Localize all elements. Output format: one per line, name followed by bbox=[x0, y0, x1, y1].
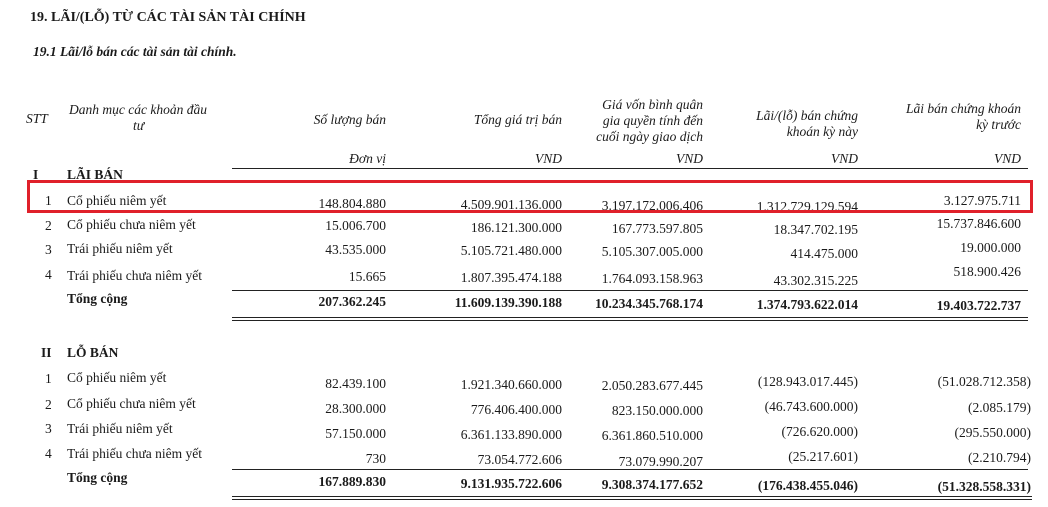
row-stt: 4 bbox=[45, 446, 52, 461]
total-profit-prior: (51.328.558.331) bbox=[937, 479, 1031, 494]
section-title: 19. LÃI/(LỖ) TỪ CÁC TÀI SẢN TÀI CHÍNH bbox=[30, 10, 306, 25]
row-stt: 3 bbox=[45, 242, 52, 257]
total-rule-bottom-2 bbox=[232, 499, 1032, 500]
row-profit-current: (726.620.000) bbox=[781, 424, 859, 439]
total-cost: 9.308.374.177.652 bbox=[601, 477, 703, 492]
row-profit-prior: 3.127.975.711 bbox=[943, 193, 1021, 208]
row-quantity: 28.300.000 bbox=[325, 401, 386, 416]
row-quantity: 43.535.000 bbox=[325, 242, 386, 257]
row-name: Cổ phiếu niêm yết bbox=[67, 370, 167, 385]
row-profit-current: (128.943.017.445) bbox=[757, 374, 858, 389]
highlight-box bbox=[27, 180, 1033, 213]
row-profit-current: 414.475.000 bbox=[790, 246, 859, 261]
total-value: 11.609.139.390.188 bbox=[454, 295, 562, 310]
unit-profit-prior: VND bbox=[994, 151, 1021, 166]
header-profit-prior-line2: kỳ trước bbox=[976, 117, 1021, 132]
total-rule-top bbox=[232, 469, 1028, 470]
total-rule-bottom-1 bbox=[232, 496, 1032, 497]
unit-profit-current: VND bbox=[831, 151, 858, 166]
total-label: Tổng cộng bbox=[67, 470, 128, 485]
row-total-value: 1.921.340.660.000 bbox=[460, 377, 562, 392]
row-cost: 2.050.283.677.445 bbox=[601, 378, 703, 393]
row-name: Trái phiếu chưa niêm yết bbox=[67, 446, 203, 461]
section-label: LỖ BÁN bbox=[67, 345, 119, 360]
row-stt: 2 bbox=[45, 397, 52, 412]
row-quantity: 57.150.000 bbox=[325, 426, 386, 441]
row-total-value: 186.121.300.000 bbox=[470, 220, 562, 235]
row-quantity: 82.439.100 bbox=[325, 376, 386, 391]
unit-quantity: Đơn vị bbox=[349, 151, 386, 166]
header-cost-line1: Giá vốn bình quân bbox=[602, 97, 703, 112]
header-quantity: Số lượng bán bbox=[313, 112, 386, 127]
row-cost: 73.079.990.207 bbox=[618, 454, 703, 469]
row-stt: 2 bbox=[45, 218, 52, 233]
row-profit-current: (46.743.600.000) bbox=[764, 399, 858, 414]
header-total-value: Tổng giá trị bán bbox=[473, 112, 562, 127]
row-profit-current: 18.347.702.195 bbox=[773, 222, 858, 237]
total-label: Tổng cộng bbox=[67, 291, 128, 306]
row-profit-prior: 15.737.846.600 bbox=[936, 216, 1021, 231]
row-total-value: 73.054.772.606 bbox=[477, 452, 562, 467]
row-profit-prior: (2.210.794) bbox=[968, 450, 1031, 465]
total-value: 9.131.935.722.606 bbox=[460, 476, 562, 491]
row-stt: 1 bbox=[45, 371, 52, 386]
row-cost: 6.361.860.510.000 bbox=[601, 428, 703, 443]
section-roman: I bbox=[33, 167, 39, 182]
row-total-value: 1.807.395.474.188 bbox=[460, 270, 562, 285]
subsection-title: 19.1 Lãi/lỗ bán các tài sản tài chính. bbox=[33, 44, 237, 59]
row-stt: 1 bbox=[45, 193, 52, 208]
row-name: Trái phiếu niêm yết bbox=[67, 421, 173, 436]
row-profit-current: (25.217.601) bbox=[788, 449, 858, 464]
header-cost-line2: gia quyền tính đến bbox=[602, 113, 703, 128]
row-stt: 4 bbox=[45, 267, 52, 282]
row-profit-prior: (295.550.000) bbox=[954, 425, 1032, 440]
row-quantity: 148.804.880 bbox=[318, 196, 387, 211]
row-name: Cổ phiếu chưa niêm yết bbox=[67, 217, 196, 232]
row-total-value: 4.509.901.136.000 bbox=[460, 197, 562, 212]
row-total-value: 776.406.400.000 bbox=[470, 402, 562, 417]
row-profit-current: 43.302.315.225 bbox=[773, 273, 858, 288]
row-cost: 167.773.597.805 bbox=[611, 221, 703, 236]
section-roman: II bbox=[41, 345, 52, 360]
header-cost-line3: cuối ngày giao dịch bbox=[596, 129, 703, 144]
row-quantity: 15.665 bbox=[348, 269, 386, 284]
row-name: Trái phiếu niêm yết bbox=[67, 241, 173, 256]
row-quantity: 730 bbox=[365, 451, 386, 466]
section-label: LÃI BÁN bbox=[67, 167, 123, 182]
unit-total-value: VND bbox=[535, 151, 562, 166]
row-cost: 1.764.093.158.963 bbox=[601, 271, 703, 286]
row-name: Cổ phiếu niêm yết bbox=[67, 193, 167, 208]
row-cost: 5.105.307.005.000 bbox=[601, 244, 703, 259]
row-name: Trái phiếu chưa niêm yết bbox=[67, 268, 203, 283]
row-profit-prior: 19.000.000 bbox=[960, 240, 1021, 255]
row-profit-prior: 518.900.426 bbox=[953, 264, 1022, 279]
row-name: Cổ phiếu chưa niêm yết bbox=[67, 396, 196, 411]
total-rule-bottom-2 bbox=[232, 320, 1028, 321]
unit-cost: VND bbox=[676, 151, 703, 166]
header-category-line1: Danh mục các khoản đầu bbox=[69, 102, 207, 117]
header-profit-current-line1: Lãi/(lỗ) bán chứng bbox=[756, 108, 858, 123]
row-stt: 3 bbox=[45, 421, 52, 436]
row-cost: 823.150.000.000 bbox=[611, 403, 703, 418]
total-rule-top bbox=[232, 290, 1028, 291]
header-category-line2: tư bbox=[133, 118, 145, 133]
row-quantity: 15.006.700 bbox=[325, 218, 386, 233]
header-profit-current-line2: khoán kỳ này bbox=[786, 124, 858, 139]
header-rule bbox=[232, 168, 1028, 169]
total-profit-current: (176.438.455.046) bbox=[757, 478, 858, 493]
total-quantity: 207.362.245 bbox=[318, 294, 387, 309]
row-profit-prior: (51.028.712.358) bbox=[937, 374, 1031, 389]
total-profit-current: 1.374.793.622.014 bbox=[756, 297, 858, 312]
header-stt: STT bbox=[26, 111, 48, 126]
total-quantity: 167.889.830 bbox=[318, 474, 387, 489]
row-profit-prior: (2.085.179) bbox=[968, 400, 1031, 415]
total-cost: 10.234.345.768.174 bbox=[595, 296, 703, 311]
row-total-value: 5.105.721.480.000 bbox=[460, 243, 562, 258]
total-profit-prior: 19.403.722.737 bbox=[936, 298, 1021, 313]
row-cost: 3.197.172.006.406 bbox=[601, 198, 703, 213]
row-total-value: 6.361.133.890.000 bbox=[460, 427, 562, 442]
header-profit-prior-line1: Lãi bán chứng khoán bbox=[906, 101, 1021, 116]
total-rule-bottom-1 bbox=[232, 317, 1028, 318]
